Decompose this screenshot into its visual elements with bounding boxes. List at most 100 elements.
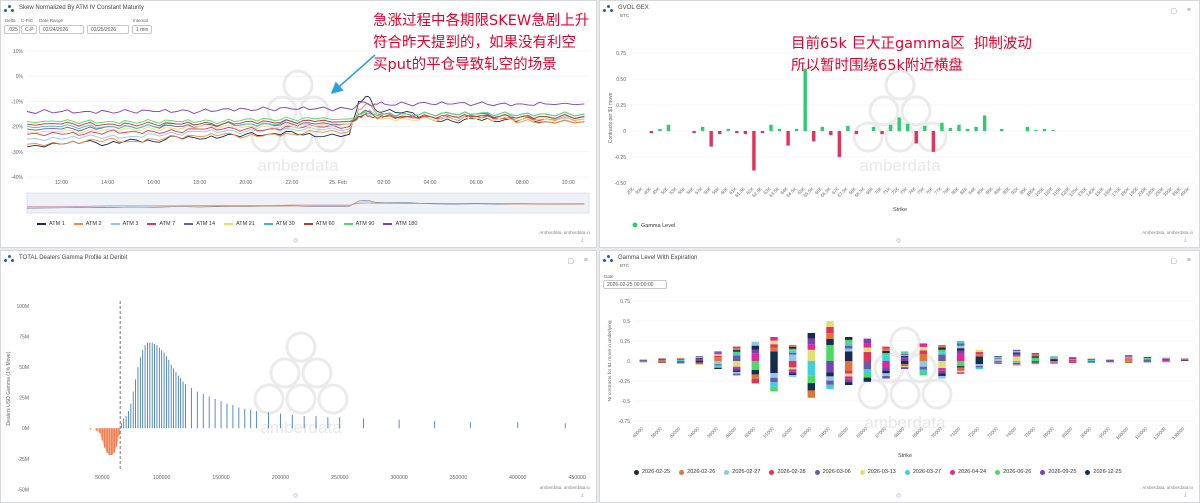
expand-icon[interactable]: ▢ <box>567 258 574 265</box>
legend-item[interactable]: 2026-03-27 <box>904 469 941 475</box>
legend-label: 2026-09-25 <box>1048 469 1077 475</box>
expiry-bar-segment <box>900 354 909 357</box>
legend-label: ATM 30 <box>275 221 295 227</box>
legend-item[interactable]: ATM 21 <box>224 221 255 227</box>
expiry-bar-segment <box>975 352 984 355</box>
menu-icon[interactable]: ≡ <box>1186 257 1191 264</box>
expiry-bar-segment <box>732 353 741 356</box>
gle-date-input[interactable]: 2026-02-25 00:00:00 <box>603 280 667 289</box>
x-tick-label: 80000 <box>1042 426 1055 439</box>
expiry-bar-segment <box>676 363 685 364</box>
x-tick-label: 88K <box>993 186 1003 196</box>
legend-item[interactable]: 2026-02-25 <box>634 469 670 475</box>
legend-item[interactable]: 2026-04-24 <box>949 469 986 475</box>
gex-bar <box>726 128 730 131</box>
x-tick-label: 65000 <box>837 426 850 439</box>
expiry-bar-segment <box>1012 352 1021 354</box>
x-tick-label: 86K <box>985 186 995 196</box>
expand-icon[interactable]: ▢ <box>1170 258 1177 265</box>
gex-bar <box>1051 129 1055 131</box>
watermark: amberdata <box>857 326 953 432</box>
x-tick-label: 59K <box>711 186 721 196</box>
legend-item[interactable]: ATM 60 <box>303 221 335 227</box>
x-tick-label: 75K <box>916 186 926 196</box>
expiry-bar-segment <box>770 382 778 387</box>
legend-item[interactable]: ATM 90 <box>343 221 374 227</box>
gex-bar <box>709 131 713 147</box>
expiry-bar-segment <box>1180 358 1189 360</box>
expiry-bar-segment <box>639 359 648 360</box>
expiry-bar-segment <box>1012 365 1021 366</box>
cp-select[interactable]: C-P <box>21 25 37 34</box>
menu-icon[interactable]: ≡ <box>583 257 588 264</box>
legend-item[interactable]: ATM 180 <box>383 221 417 227</box>
legend-item[interactable]: 2026-09-25 <box>1040 469 1076 475</box>
legend-label: ATM 3 <box>122 221 139 227</box>
download-icon[interactable]: ⤓ <box>1184 237 1187 243</box>
x-tick-label: 85000 <box>1061 426 1074 439</box>
expiry-bar-segment <box>1124 356 1133 358</box>
amberdata-logo-icon <box>4 255 14 263</box>
download-icon[interactable]: ⤓ <box>581 237 584 243</box>
x-tick-label: 85K <box>976 186 986 196</box>
legend-label: Gamma Level <box>641 223 675 229</box>
expiry-bar-segment <box>1050 359 1058 361</box>
delta-select[interactable]: .025 <box>4 25 20 34</box>
legend-item[interactable]: 2026-03-06 <box>814 469 851 475</box>
expiry-bar-segment <box>1031 354 1040 357</box>
expiry-bar-segment <box>975 361 984 365</box>
expiry-bar-segment <box>882 348 890 351</box>
expiry-bar-segment <box>956 345 965 349</box>
expiry-bar-segment <box>658 360 666 361</box>
expiry-bar-segment <box>863 347 872 353</box>
expiry-bar-segment <box>807 375 816 384</box>
x-tick-label: 58000 <box>725 426 738 439</box>
camera-icon[interactable]: ◎ <box>293 493 299 499</box>
x-tick-label: 67K <box>831 186 841 196</box>
camera-icon[interactable]: ◎ <box>896 238 902 244</box>
legend-item[interactable]: 2026-06-26 <box>995 469 1031 475</box>
legend-item[interactable]: ATM 14 <box>184 221 215 227</box>
expiry-bar-segment <box>788 354 797 361</box>
x-tick-label: 72K <box>891 186 901 196</box>
legend-item[interactable]: ATM 7 <box>147 221 175 227</box>
dealers-panel-title: TOTAL Dealers Gamma Profile at Deribit <box>19 255 128 261</box>
expiry-bar-segment <box>919 353 928 361</box>
expiry-bar-segment <box>900 364 909 366</box>
legend-item[interactable]: ATM 3 <box>110 221 139 227</box>
date-to-input[interactable]: 02/25/2026 <box>87 25 129 34</box>
expiry-bar-segment <box>938 354 946 361</box>
camera-icon[interactable]: ◎ <box>293 238 299 244</box>
gex-bar <box>666 124 671 131</box>
legend-item[interactable]: ATM 1 <box>37 221 65 227</box>
legend-item[interactable]: 2026-02-27 <box>724 469 760 475</box>
expiry-bar-segment <box>658 359 666 360</box>
interval-select[interactable]: 1 min <box>132 25 152 34</box>
download-icon[interactable]: ⤓ <box>1184 492 1187 498</box>
menu-icon[interactable]: ≡ <box>1186 7 1191 14</box>
legend-item[interactable]: 2026-02-26 <box>679 469 715 475</box>
legend-item[interactable]: 2026-12-25 <box>1085 469 1122 475</box>
expand-icon[interactable]: ▢ <box>1170 8 1177 15</box>
x-tick-label: 300000 <box>390 475 407 481</box>
gex-panel-title: GVOL GEX <box>618 5 649 11</box>
expiry-bar-segment <box>788 352 797 355</box>
expiry-bar-segment <box>788 350 797 353</box>
expiry-bar-segment <box>975 365 984 368</box>
download-icon[interactable]: ⤓ <box>581 492 584 498</box>
legend-item[interactable]: ATM 30 <box>263 221 295 227</box>
date-from-input[interactable]: 02/24/2026 <box>39 25 84 34</box>
legend-item[interactable]: 2026-02-28 <box>769 469 806 475</box>
camera-icon[interactable]: ◎ <box>896 493 902 499</box>
x-tick-label: 80K <box>950 186 960 196</box>
gex-credit: Amberdata, amberdata.io <box>1142 230 1193 235</box>
expiry-bar-segment <box>788 367 797 370</box>
x-tick-label: 62000 <box>781 426 794 439</box>
legend-item[interactable]: 2026-03-13 <box>859 469 896 475</box>
legend-swatch <box>383 223 393 225</box>
x-tick-label: 350000 <box>450 475 467 481</box>
expiry-bar-segment <box>994 359 1002 361</box>
series-line-atm-21 <box>26 113 585 135</box>
x-tick-label: 64000 <box>818 426 831 439</box>
legend-item[interactable]: ATM 2 <box>73 221 102 227</box>
